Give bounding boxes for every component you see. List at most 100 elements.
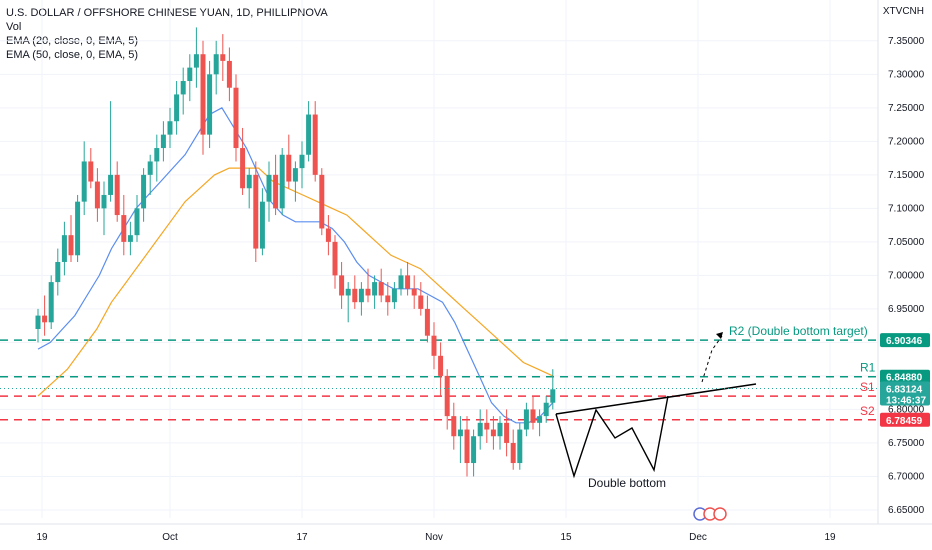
candle (345, 282, 351, 323)
candle-body (299, 154, 305, 169)
candle (438, 342, 444, 397)
candle (457, 416, 463, 464)
y-tick-label: 7.25000 (888, 103, 925, 114)
candle-body (457, 429, 463, 437)
candle (279, 148, 285, 216)
candle (273, 154, 279, 216)
candle (108, 101, 114, 202)
candle-body (220, 54, 226, 61)
candle-body (213, 54, 219, 75)
candle (319, 168, 325, 236)
price-tag-text: 6.78459 (886, 416, 923, 427)
candle-body (94, 181, 100, 209)
candle-body (147, 161, 153, 175)
candle (42, 295, 48, 336)
candle (180, 67, 186, 115)
candle-body (444, 375, 450, 417)
candle (207, 60, 213, 149)
candle (510, 429, 516, 470)
candle-body (530, 409, 536, 423)
chart-legend: U.S. DOLLAR / OFFSHORE CHINESE YUAN, 1D,… (6, 6, 328, 62)
x-tick-label: Dec (689, 532, 707, 543)
candle-body (358, 288, 364, 303)
candle (226, 47, 232, 102)
candle-body (411, 288, 417, 296)
price-tag-text: 6.84880 (886, 373, 923, 384)
candle-body (365, 288, 371, 296)
candle (61, 221, 67, 276)
price-tag-r1: 6.84880 (880, 369, 930, 384)
candle-body (504, 422, 510, 443)
candle-body (141, 174, 147, 209)
candle (451, 402, 457, 450)
candle (81, 141, 87, 216)
candle (299, 141, 305, 189)
candle-body (55, 261, 61, 283)
candle-body (424, 308, 430, 336)
candle (240, 127, 246, 195)
candle (444, 369, 450, 430)
candle-body (352, 288, 358, 303)
candle (75, 194, 81, 262)
candle (517, 422, 523, 470)
candle-body (154, 148, 160, 162)
candle (101, 181, 107, 236)
candle (167, 107, 173, 149)
price-tag-r2: 6.90346 (880, 333, 930, 348)
candle-body (418, 295, 424, 309)
y-tick-label: 6.80000 (888, 404, 925, 415)
candle (220, 34, 226, 82)
candle-body (451, 416, 457, 437)
candle (286, 134, 292, 189)
candle-body (259, 201, 265, 249)
candle (543, 396, 549, 423)
x-tick-label: Oct (162, 532, 178, 543)
candle-body (385, 295, 391, 303)
candle-body (180, 81, 186, 95)
x-tick-label: 15 (560, 532, 572, 543)
candle (88, 148, 94, 189)
candle-body (490, 429, 496, 437)
candle-body (543, 402, 549, 417)
candle-body (81, 161, 87, 202)
candle-body (187, 67, 193, 82)
level-label-r1: R1 (860, 361, 876, 375)
candle (266, 161, 272, 222)
level-label-r2: R2 (Double bottom target) (729, 324, 868, 338)
candle-body (42, 315, 48, 323)
candle-body (398, 275, 404, 289)
candle (213, 40, 219, 95)
candle (174, 81, 180, 135)
candle-body (174, 94, 180, 122)
candle-body (391, 288, 397, 303)
candle (411, 275, 417, 309)
candle (352, 275, 358, 309)
candle-body (68, 235, 74, 256)
neckline-trendline (555, 383, 757, 415)
candle (306, 101, 312, 162)
candle (398, 268, 404, 296)
x-tick-label: 19 (36, 532, 48, 543)
candle-body (61, 235, 67, 262)
candle (94, 168, 100, 222)
candle (391, 282, 397, 309)
candle (332, 235, 338, 289)
candle (405, 261, 411, 296)
x-tick-label: Nov (425, 532, 443, 543)
candle-body (246, 174, 252, 189)
candle (114, 161, 120, 222)
y-tick-label: 7.15000 (888, 170, 925, 181)
candle-body (193, 54, 199, 68)
candle-body (121, 215, 127, 242)
y-tick-label: 7.00000 (888, 270, 925, 281)
candle-body (378, 282, 384, 296)
candle-body (471, 436, 477, 464)
candle-body (240, 148, 246, 189)
candle (134, 194, 140, 242)
candle-body (464, 429, 470, 464)
y-tick-label: 7.05000 (888, 237, 925, 248)
candle-body (405, 275, 411, 289)
candle (424, 295, 430, 343)
last-price-text: 6.83124 (886, 384, 923, 395)
